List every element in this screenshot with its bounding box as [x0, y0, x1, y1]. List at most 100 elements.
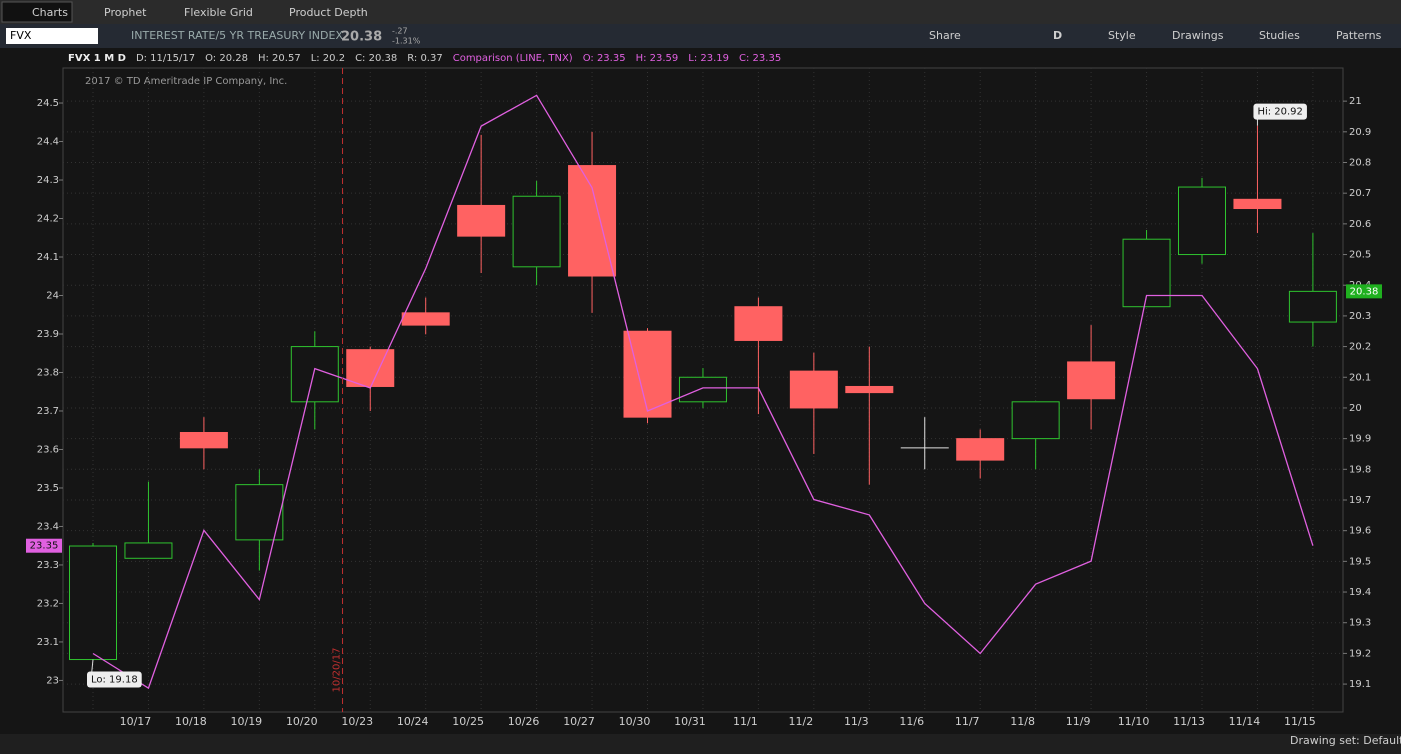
- date-marker-label: 10/20/17: [332, 648, 343, 693]
- change-pct: -1.31%: [392, 37, 421, 46]
- y-tick-label: 23.8: [37, 367, 59, 378]
- last: 20.38: [341, 30, 382, 45]
- candle-body: [1178, 186, 1226, 256]
- y2-tick-label: 19.4: [1349, 587, 1371, 598]
- comparison-field: C: 23.35: [739, 53, 781, 64]
- header-field: C: 20.38: [355, 53, 397, 64]
- x-tick-label: 10/20: [286, 715, 318, 728]
- description: INTEREST RATE/5 YR TREASURY INDEX: [131, 29, 343, 42]
- callout-label: Lo: 19.18: [91, 675, 138, 686]
- y-tick-label: 23.3: [37, 560, 59, 571]
- y2-tick-label: 20.1: [1349, 372, 1371, 383]
- change: -.27: [392, 27, 408, 36]
- x-tick-label: 11/9: [1066, 715, 1091, 728]
- toolbar-button[interactable]: Share: [929, 29, 961, 42]
- toolbar: [0, 24, 1401, 48]
- status-bar: [0, 734, 1401, 754]
- candle-body: [1067, 361, 1116, 400]
- x-tick-label: 11/1: [733, 715, 758, 728]
- y-tick-label: 23.4: [37, 521, 59, 532]
- price-tag-label: 20.38: [1350, 286, 1379, 297]
- candle-body: [789, 370, 838, 409]
- x-tick-label: 11/13: [1173, 715, 1205, 728]
- tab-bar: [0, 0, 1401, 24]
- toolbar-button[interactable]: Drawings: [1172, 29, 1224, 42]
- y2-tick-label: 20.7: [1349, 188, 1371, 199]
- y2-tick-label: 20.6: [1349, 219, 1371, 230]
- y2-tick-label: 20.3: [1349, 311, 1371, 322]
- x-tick-label: 11/3: [844, 715, 869, 728]
- y-tick-label: 24.4: [37, 137, 59, 148]
- y-tick-label: 24.1: [37, 252, 59, 263]
- candle-body: [346, 349, 395, 387]
- y-tick-label: 23.7: [37, 406, 59, 417]
- x-tick-label: 11/14: [1229, 715, 1261, 728]
- x-tick-label: 10/31: [674, 715, 706, 728]
- candle-body: [512, 195, 561, 268]
- toolbar-button[interactable]: Style: [1108, 29, 1136, 42]
- y2-tick-label: 19.6: [1349, 526, 1371, 537]
- header-field: D: 11/15/17: [136, 53, 195, 64]
- x-tick-label: 10/18: [175, 715, 207, 728]
- y2-tick-label: 19.5: [1349, 556, 1371, 567]
- copyright: 2017 © TD Ameritrade IP Company, Inc.: [85, 76, 287, 87]
- symbol[interactable]: FVX: [10, 29, 32, 42]
- candle-body: [845, 385, 894, 394]
- toolbar-button[interactable]: Patterns: [1336, 29, 1382, 42]
- candle-body: [69, 545, 117, 661]
- tab-active[interactable]: [1, 1, 73, 23]
- candle-body: [956, 438, 1005, 461]
- x-tick-label: 10/19: [230, 715, 262, 728]
- y2-tick-label: 20.9: [1349, 127, 1371, 138]
- y2-tick-label: 19.7: [1349, 495, 1371, 506]
- y-tick-label: 23.9: [37, 329, 59, 340]
- candle-body: [179, 431, 228, 449]
- x-tick-label: 10/25: [452, 715, 484, 728]
- price-tag-label: 23.35: [30, 541, 59, 552]
- y2-tick-label: 19.1: [1349, 679, 1371, 690]
- price-tag: [1346, 284, 1382, 299]
- toolbar-button[interactable]: D: [1053, 29, 1062, 42]
- tab[interactable]: Prophet: [104, 6, 147, 19]
- tab[interactable]: Flexible Grid: [184, 6, 253, 19]
- y-tick-label: 23.6: [37, 444, 59, 455]
- y2-tick-label: 20.5: [1349, 250, 1371, 261]
- footer: Drawing set: Default: [1290, 734, 1401, 747]
- comparison-field: H: 23.59: [636, 53, 679, 64]
- tab[interactable]: Product Depth: [289, 6, 368, 19]
- candle-body: [457, 204, 506, 237]
- x-tick-label: 11/7: [955, 715, 980, 728]
- header-field: O: 20.28: [205, 53, 248, 64]
- tab[interactable]: Charts: [32, 6, 68, 19]
- header-field: H: 20.57: [258, 53, 301, 64]
- candle-body: [235, 484, 284, 541]
- symbol-box[interactable]: [6, 28, 98, 44]
- comparison-line: [92, 94, 1314, 690]
- header-field: FVX 1 M D: [68, 53, 126, 64]
- callout-box: [1253, 103, 1307, 120]
- header-field: R: 0.37: [407, 53, 442, 64]
- y-tick-label: 24.3: [37, 175, 59, 186]
- x-tick-label: 10/26: [508, 715, 540, 728]
- y2-tick-label: 19.3: [1349, 618, 1371, 629]
- candle-body: [1233, 198, 1282, 210]
- y-tick-label: 23.2: [37, 598, 59, 609]
- toolbar-button[interactable]: Studies: [1259, 29, 1300, 42]
- x-tick-label: 11/8: [1010, 715, 1035, 728]
- candle-body: [401, 312, 450, 326]
- x-tick-label: 11/15: [1284, 715, 1316, 728]
- price-tag: [26, 538, 62, 553]
- y-tick-label: 23.5: [37, 483, 59, 494]
- x-tick-label: 10/27: [563, 715, 595, 728]
- y2-tick-label: 19.9: [1349, 434, 1371, 445]
- x-tick-label: 10/23: [341, 715, 373, 728]
- candle-body: [1288, 290, 1337, 323]
- y2-tick-label: 20: [1349, 403, 1362, 414]
- y-tick-label: 24: [46, 290, 59, 301]
- callout-label: Hi: 20.92: [1257, 107, 1302, 118]
- y2-tick-label: 19.2: [1349, 648, 1371, 659]
- candle-body: [1011, 401, 1060, 440]
- y-tick-label: 24.2: [37, 214, 59, 225]
